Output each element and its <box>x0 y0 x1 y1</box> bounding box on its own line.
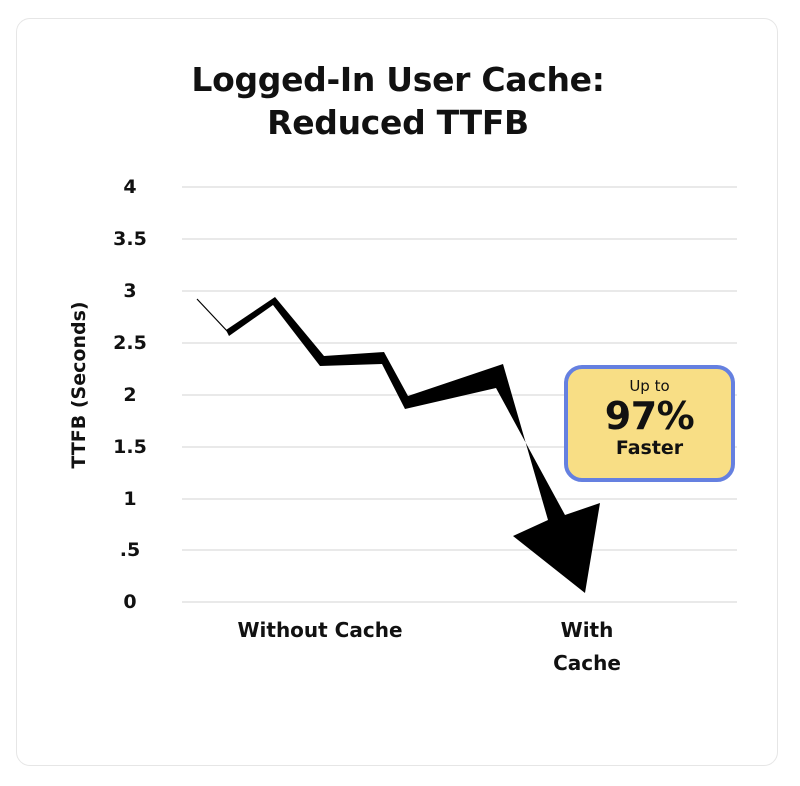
x-label-without-cache: Without Cache <box>237 618 403 642</box>
gridline-1-5 <box>182 446 737 448</box>
y-tick: 1.5 <box>113 436 147 458</box>
chart-title-line-1: Logged-In User Cache: <box>191 60 605 99</box>
gridline-3 <box>182 290 737 292</box>
y-tick: 3 <box>123 280 137 302</box>
badge-percentage: 97% <box>604 394 695 438</box>
y-tick: .5 <box>119 539 141 561</box>
trend-line-body <box>226 297 600 593</box>
gridline-1 <box>182 498 737 500</box>
gridline-2-5 <box>182 342 737 344</box>
chart-title: Logged-In User Cache: Reduced TTFB <box>0 58 796 144</box>
gridline-4 <box>182 186 737 188</box>
speedup-badge: Up to 97% Faster <box>564 365 735 482</box>
y-tick: 2 <box>123 384 137 406</box>
badge-top-text: Up to <box>629 377 670 395</box>
y-tick: 2.5 <box>113 332 147 354</box>
y-tick: 3.5 <box>113 228 147 250</box>
badge-bottom-text: Faster <box>615 437 684 459</box>
y-tick: 1 <box>123 488 137 510</box>
gridline-0-5 <box>182 549 737 551</box>
y-tick: 4 <box>123 176 137 198</box>
x-label-with-cache: With Cache <box>527 614 647 680</box>
x-label-with-cache-line-1: With <box>560 618 614 642</box>
y-tick: 0 <box>123 591 137 613</box>
trend-line-start <box>196 298 229 333</box>
gridline-0 <box>182 601 737 603</box>
x-label-with-cache-line-2: Cache <box>553 651 621 675</box>
chart-title-line-2: Reduced TTFB <box>267 103 529 142</box>
gridline-3-5 <box>182 238 737 240</box>
